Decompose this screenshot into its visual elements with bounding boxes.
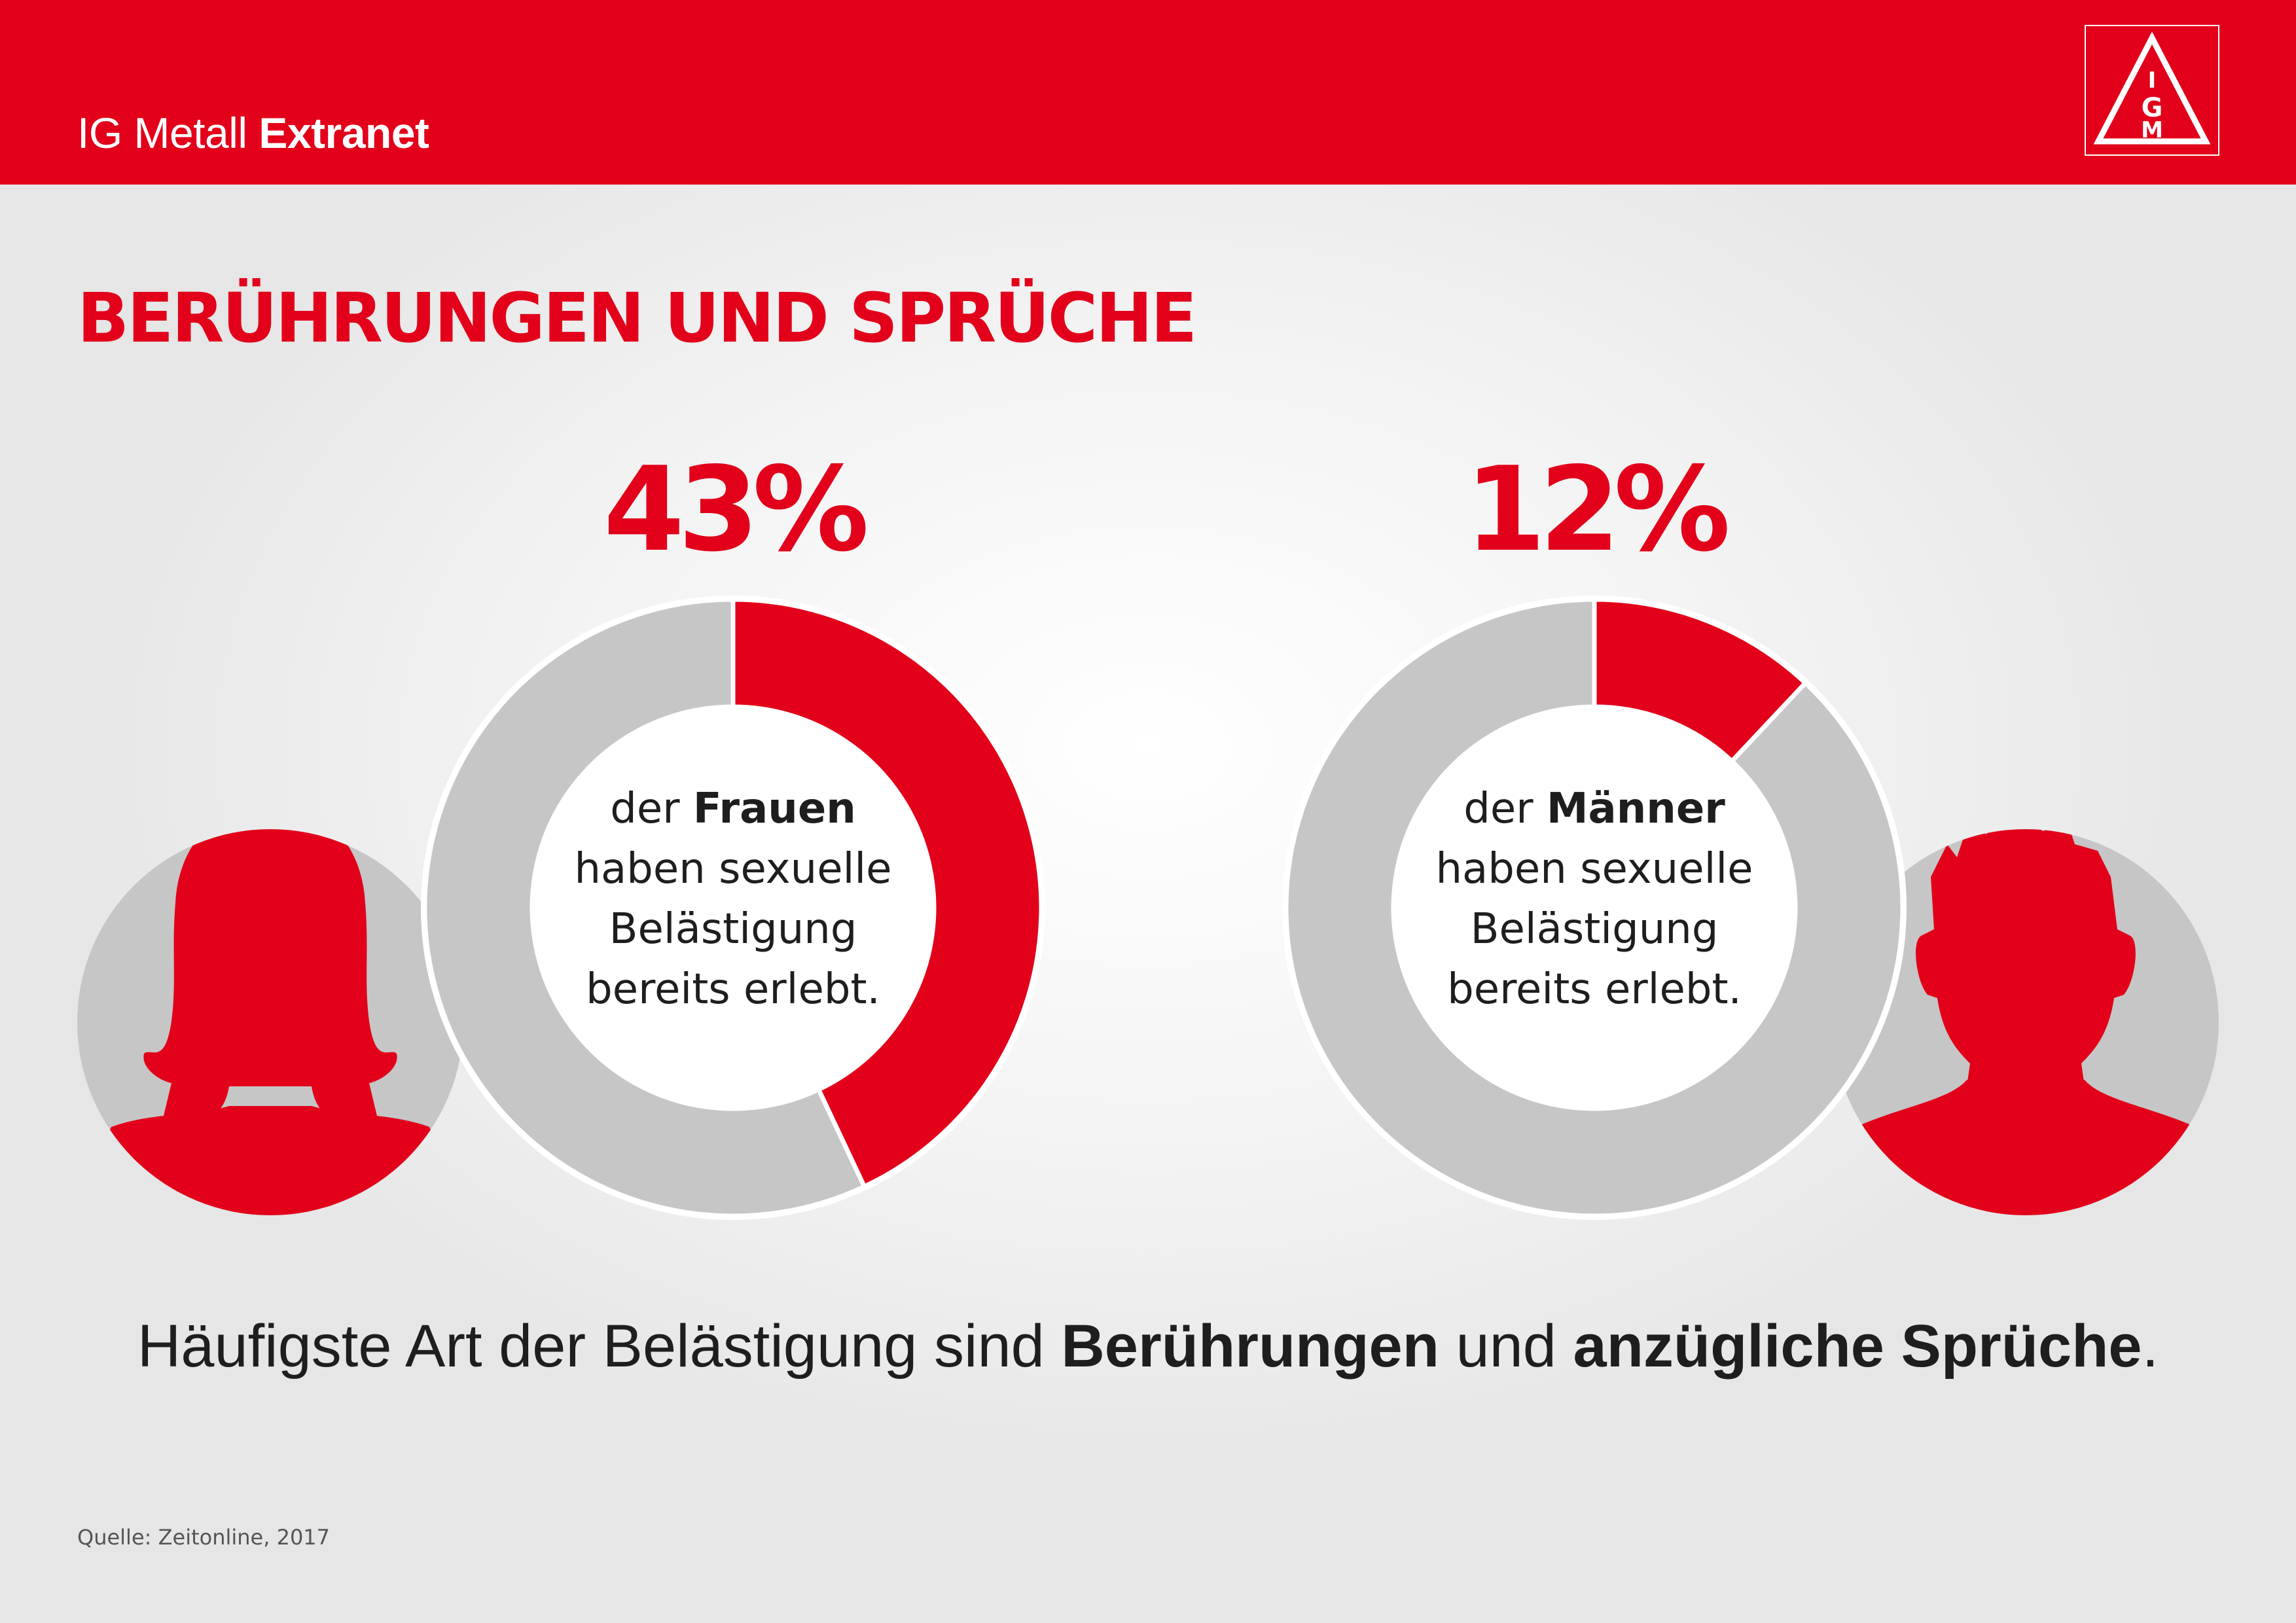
logo-letter-i: I — [2148, 67, 2157, 94]
brand-bold: Extranet — [259, 109, 429, 157]
header-bar: IG Metall Extranet I G M — [0, 0, 2296, 185]
center-line-4: bereits erlebt. — [586, 965, 880, 1014]
center-line-4: bereits erlebt. — [1447, 965, 1742, 1014]
page-title: BERÜHRUNGEN UND SPRÜCHE — [77, 278, 1197, 358]
center-line-1: der Frauen — [610, 785, 856, 833]
value-label-men: 12% — [1464, 442, 1731, 577]
logo-letter-m: M — [2141, 117, 2163, 143]
center-line-2: haben sexuelle — [1435, 845, 1753, 893]
center-line-3: Belästigung — [609, 905, 857, 954]
donut-center-text-women: der Frauen haben sexuelle Belästigung be… — [550, 779, 916, 1020]
center-line-2: haben sexuelle — [574, 845, 892, 893]
donut-center-text-men: der Männer haben sexuelle Belästigung be… — [1411, 779, 1778, 1020]
igm-logo-icon: I G M — [2085, 25, 2219, 156]
donut-outer-ring — [1282, 596, 1907, 1220]
woman-avatar — [77, 829, 463, 1215]
donut-outer-ring — [421, 596, 1045, 1220]
center-line-3: Belästigung — [1470, 905, 1719, 954]
donut-chart-men — [1282, 596, 1907, 1220]
donut-hole — [1393, 707, 1795, 1109]
source-note: Quelle: Zeitonline, 2017 — [77, 1525, 331, 1550]
brand-regular: IG Metall — [77, 109, 247, 157]
value-label-women: 43% — [603, 442, 869, 577]
donut-chart-women — [421, 596, 1045, 1220]
summary-text: Häufigste Art der Belästigung sind Berüh… — [137, 1313, 2159, 1380]
donut-hole — [532, 707, 934, 1109]
logo-letter-g: G — [2142, 93, 2163, 123]
brand-name: IG Metall Extranet — [77, 108, 429, 158]
center-line-1: der Männer — [1463, 785, 1725, 833]
